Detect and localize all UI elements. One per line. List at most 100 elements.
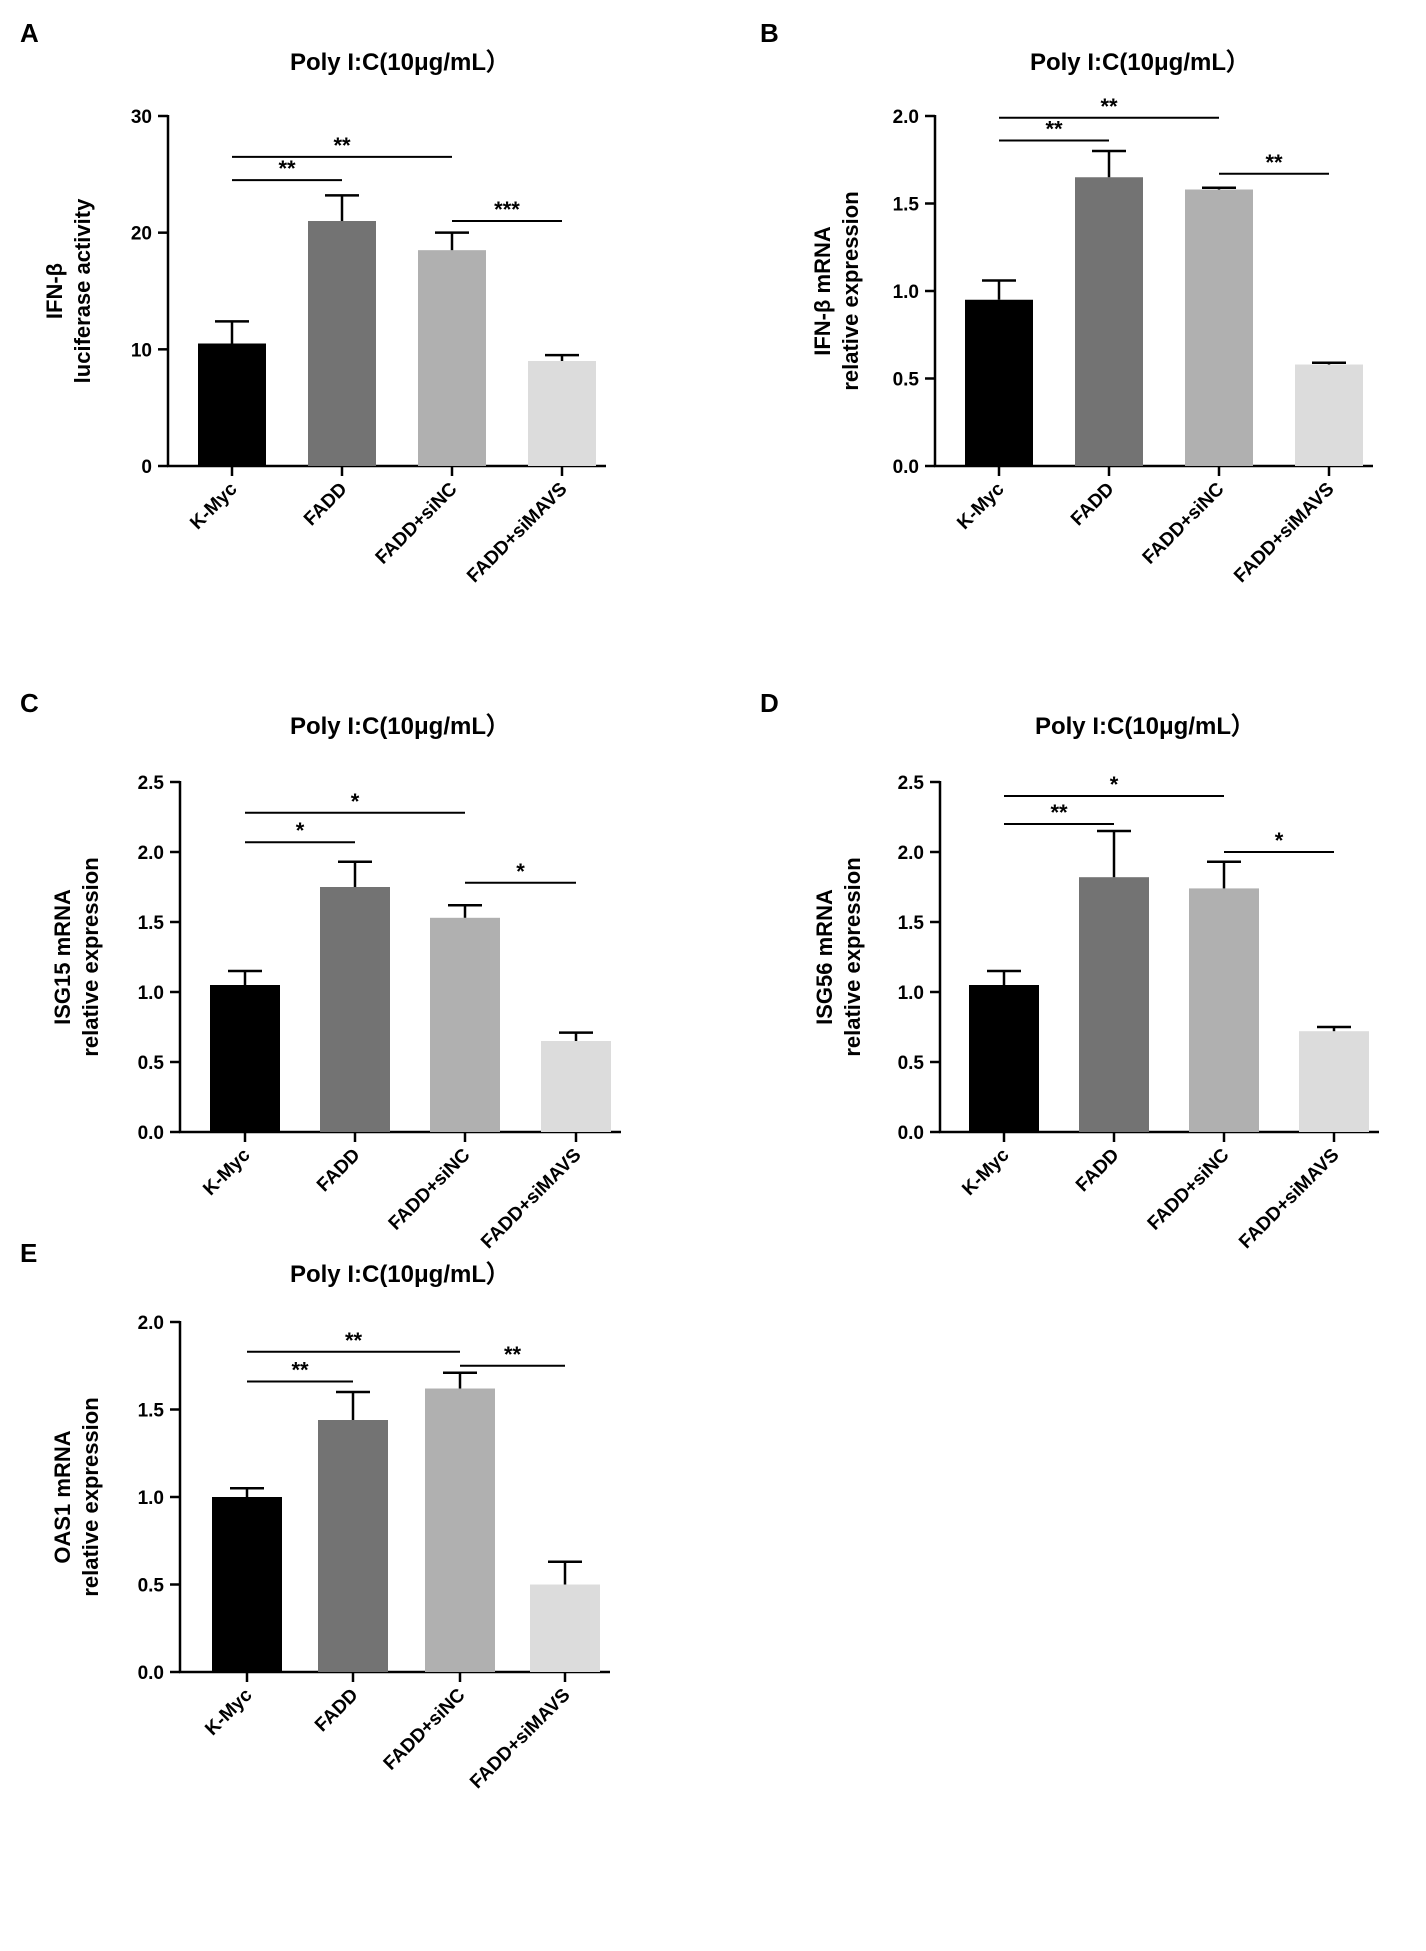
- panel-c-title: Poly I:C(10μg/mL）: [290, 713, 510, 740]
- panel-d-ylabel-line-2: relative expression: [840, 857, 865, 1056]
- panel-a-xtick-label: FADD+siMAVS: [463, 479, 571, 587]
- panel-a-xtick-label: K-Myc: [186, 478, 241, 533]
- panel-d-ytick-label: 0.5: [898, 1053, 925, 1074]
- panel-e-ylabel-line-1: OAS1 mRNA: [50, 1430, 75, 1563]
- panel-e-ytick-label: 2.0: [138, 1313, 164, 1334]
- panel-e-bar: [530, 1584, 600, 1672]
- panel-a-significance-label: ***: [494, 197, 520, 222]
- panel-e-bar: [318, 1420, 388, 1672]
- panel-b-bar: [1185, 189, 1253, 466]
- panel-c-xtick-label: FADD: [313, 1145, 364, 1196]
- panel-b-significance-label: **: [1100, 94, 1118, 119]
- panel-c-ylabel-line-2: relative expression: [78, 857, 103, 1056]
- panel-a-bar: [198, 343, 266, 466]
- panel-b-ytick-label: 1.5: [893, 195, 920, 216]
- panel-d-bar: [1299, 1031, 1369, 1132]
- panel-c-xtick-label: K-Myc: [199, 1144, 254, 1199]
- panel-d-title: Poly I:C(10μg/mL）: [1035, 713, 1255, 740]
- panel-b-xtick-label: K-Myc: [953, 478, 1008, 533]
- panel-e-bar: [212, 1497, 282, 1672]
- panel-c-letter: C: [20, 688, 39, 718]
- panel-d-bar: [1189, 888, 1259, 1132]
- panel-b-bar: [1295, 364, 1363, 466]
- panel-c-ytick-label: 2.0: [138, 843, 164, 864]
- panel-b-xtick-label: FADD+siMAVS: [1230, 479, 1338, 587]
- panel-d-xtick-label: FADD+siMAVS: [1235, 1145, 1343, 1253]
- panel-b-ytick-label: 1.0: [893, 282, 919, 303]
- panel-d-xtick-label: K-Myc: [958, 1144, 1013, 1199]
- panel-d-significance-label: *: [1275, 828, 1284, 853]
- panel-c-xtick-label: FADD+siNC: [385, 1144, 475, 1234]
- panel-c-bar: [210, 985, 280, 1132]
- panel-c-ytick-label: 1.0: [138, 983, 164, 1004]
- panel-d-ytick-label: 2.0: [898, 843, 924, 864]
- panel-b-bar: [965, 299, 1033, 466]
- panel-a-xtick-label: FADD: [300, 479, 351, 530]
- panel-d-ytick-label: 2.5: [898, 773, 925, 794]
- panel-a-bar: [528, 361, 596, 466]
- panel-c-bar: [320, 887, 390, 1132]
- panel-a-bar: [308, 221, 376, 466]
- panel-b-ytick-label: 0.5: [893, 370, 920, 391]
- panel-c-ylabel-line-1: ISG15 mRNA: [50, 889, 75, 1025]
- panel-e-ytick-label: 0.5: [138, 1576, 165, 1597]
- panel-e-ytick-label: 1.0: [138, 1488, 164, 1509]
- panel-a-ytick-label: 30: [131, 107, 152, 128]
- panel-b-ytick-label: 2.0: [893, 107, 919, 128]
- panel-e-ylabel-line-2: relative expression: [78, 1397, 103, 1596]
- panel-e-xtick-label: FADD: [311, 1685, 362, 1736]
- panel-c-ytick-label: 2.5: [138, 773, 165, 794]
- panel-a-significance-label: **: [333, 133, 351, 158]
- panel-d-ytick-label: 1.0: [898, 983, 924, 1004]
- panel-d-bar: [1079, 877, 1149, 1132]
- panel-b-bar: [1075, 177, 1143, 466]
- panel-e-xtick-label: FADD+siNC: [380, 1684, 470, 1774]
- panel-b-significance-label: **: [1045, 117, 1063, 142]
- panel-a-ylabel-line-2: luciferase activity: [70, 198, 95, 383]
- panel-d-bar: [969, 985, 1039, 1132]
- panel-e-significance-label: **: [345, 1328, 363, 1353]
- panel-c-ytick-label: 0.0: [138, 1123, 164, 1144]
- panel-b-ytick-label: 0.0: [893, 457, 919, 478]
- panel-c-significance-label: *: [516, 859, 525, 884]
- panel-b-significance-label: **: [1265, 150, 1283, 175]
- panel-c-significance-label: *: [351, 789, 360, 814]
- panel-a-title: Poly I:C(10μg/mL）: [290, 49, 510, 76]
- panel-c-bar: [430, 917, 500, 1132]
- panel-c-significance-label: *: [296, 818, 305, 843]
- panel-b-ylabel-line-1: IFN-β mRNA: [810, 226, 835, 356]
- panel-e-ytick-label: 1.5: [138, 1401, 165, 1422]
- panel-e-ytick-label: 0.0: [138, 1663, 164, 1684]
- panel-a-ylabel-line-1: IFN-β: [42, 263, 67, 319]
- panel-a-xtick-label: FADD+siNC: [372, 478, 462, 568]
- panel-a-ytick-label: 20: [131, 224, 152, 245]
- panel-e-letter: E: [20, 1238, 37, 1268]
- panel-e-significance-label: **: [504, 1342, 522, 1367]
- panel-a-significance-label: **: [278, 156, 296, 181]
- panel-b-ylabel-line-2: relative expression: [838, 191, 863, 390]
- panel-d-significance-label: *: [1110, 772, 1119, 797]
- panel-c-ytick-label: 1.5: [138, 913, 165, 934]
- panel-b-title: Poly I:C(10μg/mL）: [1030, 49, 1250, 76]
- panel-e-title: Poly I:C(10μg/mL）: [290, 1261, 510, 1288]
- panel-a-ytick-label: 0: [141, 457, 152, 478]
- panel-c-ytick-label: 0.5: [138, 1053, 165, 1074]
- panel-c-bar: [541, 1041, 611, 1132]
- panel-a-bar: [418, 250, 486, 466]
- panel-d-significance-label: **: [1050, 800, 1068, 825]
- panel-d-ylabel-line-1: ISG56 mRNA: [812, 889, 837, 1025]
- panel-e-bar: [425, 1388, 495, 1672]
- panel-d-xtick-label: FADD: [1072, 1145, 1123, 1196]
- panel-d-ytick-label: 1.5: [898, 913, 925, 934]
- panel-d-ytick-label: 0.0: [898, 1123, 924, 1144]
- panel-a-letter: A: [20, 18, 39, 48]
- panel-d-xtick-label: FADD+siNC: [1144, 1144, 1234, 1234]
- panel-b-xtick-label: FADD: [1067, 479, 1118, 530]
- panel-b-xtick-label: FADD+siNC: [1139, 478, 1229, 568]
- panel-d-letter: D: [760, 688, 779, 718]
- panel-b-letter: B: [760, 18, 779, 48]
- panel-e-xtick-label: K-Myc: [201, 1684, 256, 1739]
- panel-e-xtick-label: FADD+siMAVS: [466, 1685, 574, 1793]
- panel-a-ytick-label: 10: [131, 340, 152, 361]
